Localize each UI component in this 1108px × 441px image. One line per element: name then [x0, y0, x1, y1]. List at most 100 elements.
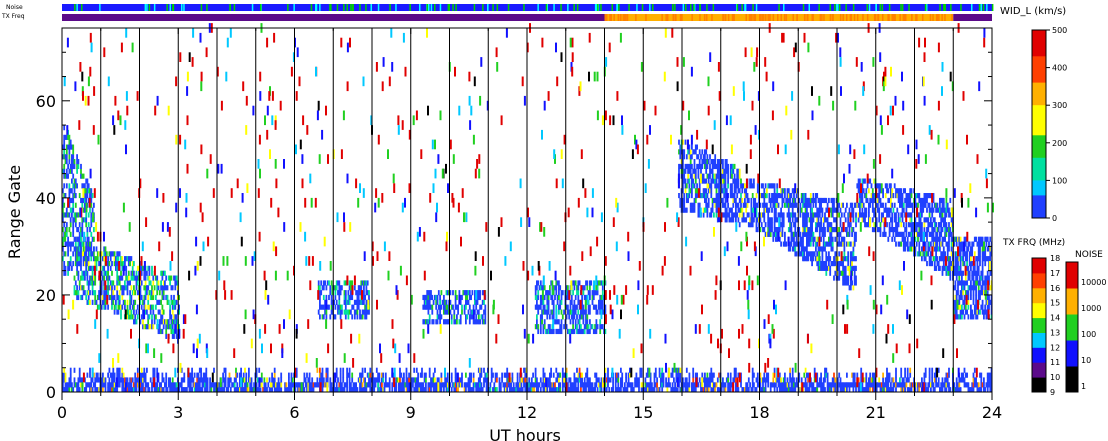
echo-cell [569, 382, 572, 388]
echo-cell [85, 193, 88, 199]
echo-cell [157, 387, 160, 393]
echo-cell [753, 207, 755, 213]
echo-cell [824, 367, 826, 373]
echo-cell [840, 261, 843, 267]
txfreq-speckle [915, 14, 917, 21]
noise-speckle [370, 4, 372, 11]
echo-cell [868, 212, 870, 218]
echo-cell [595, 324, 598, 330]
echo-cell [745, 202, 748, 208]
echo-cell [316, 382, 319, 388]
echo-cell [524, 367, 527, 373]
echo-cell [857, 217, 860, 223]
echo-cell [555, 280, 558, 286]
echo-cell [444, 382, 447, 388]
echo-cell [586, 328, 589, 335]
echo-cell [776, 193, 779, 199]
echo-cell [875, 217, 878, 223]
echo-cell [675, 372, 678, 378]
echo-cell [971, 387, 974, 393]
echo-cell [888, 387, 891, 393]
echo-cell [148, 275, 151, 281]
txfreq-speckle [772, 14, 775, 21]
echo-cell [65, 227, 68, 233]
echo-cell [767, 377, 770, 383]
echo-cell [556, 328, 559, 335]
echo-cell [599, 294, 602, 301]
echo-cell [392, 372, 395, 378]
echo-cell [369, 387, 372, 393]
echo-cell [78, 231, 81, 237]
echo-cell [171, 304, 174, 310]
echo-cell [820, 372, 822, 378]
echo-cell [146, 324, 148, 330]
echo-cell [86, 372, 89, 378]
txfreq-bar-label: TX Freq [1, 13, 25, 20]
noise-speckle [845, 4, 847, 11]
echo-cell [475, 299, 478, 305]
noise-speckle [986, 4, 988, 11]
echo-cell [170, 275, 173, 281]
echo-cell [74, 261, 77, 267]
echo-cell [794, 197, 797, 204]
echo-cell [306, 372, 308, 378]
echo-cell [201, 382, 204, 388]
noise-speckle [950, 4, 952, 11]
echo-cell [868, 188, 870, 194]
echo-cell [158, 299, 161, 305]
txfreq-speckle [916, 14, 918, 21]
noise-speckle [251, 4, 254, 11]
noise-speckle [181, 4, 183, 11]
echo-cell [755, 387, 758, 393]
echo-cell [80, 241, 82, 247]
echo-cell [853, 256, 856, 262]
echo-cell [558, 372, 560, 378]
echo-cell [660, 382, 662, 388]
echo-cell [459, 314, 462, 320]
echo-cell [241, 377, 244, 383]
echo-cell [117, 294, 120, 301]
echo-cell [771, 183, 773, 189]
echo-cell [328, 294, 330, 301]
echo-cell [704, 188, 706, 194]
echo-cell [64, 159, 67, 165]
echo-cell [559, 387, 562, 393]
echo-cell [691, 387, 693, 393]
echo-cell [142, 387, 144, 393]
echo-cell [577, 382, 580, 388]
echo-cell [724, 188, 727, 194]
echo-cell [111, 372, 113, 378]
echo-cell [818, 246, 821, 252]
echo-cell [135, 275, 138, 281]
echo-cell [399, 382, 401, 388]
echo-cell [559, 382, 562, 388]
echo-cell [514, 387, 516, 393]
echo-cell [155, 294, 157, 301]
txfreq-speckle [619, 14, 622, 21]
echo-cell [98, 387, 100, 393]
echo-cell [77, 246, 80, 252]
echo-cell [904, 382, 906, 388]
echo-cell [658, 367, 661, 373]
echo-cell [670, 387, 673, 393]
echo-cell [65, 212, 68, 218]
echo-cell [178, 387, 180, 393]
echo-cell [599, 304, 602, 310]
echo-cell [456, 372, 458, 378]
echo-cell [828, 387, 830, 393]
echo-cell [945, 382, 948, 388]
echo-cell [684, 207, 687, 213]
echo-cell [691, 207, 693, 213]
echo-cell [811, 231, 813, 237]
echo-cell [773, 217, 776, 223]
echo-cell [69, 367, 72, 373]
echo-cell [649, 377, 652, 383]
echo-cell [109, 256, 112, 262]
echo-cell [175, 324, 178, 330]
echo-cell [926, 387, 928, 393]
echo-cell [855, 387, 857, 393]
echo-cell [103, 377, 106, 383]
echo-cell [759, 227, 762, 233]
echo-cell [807, 241, 810, 247]
echo-cell [784, 202, 786, 208]
